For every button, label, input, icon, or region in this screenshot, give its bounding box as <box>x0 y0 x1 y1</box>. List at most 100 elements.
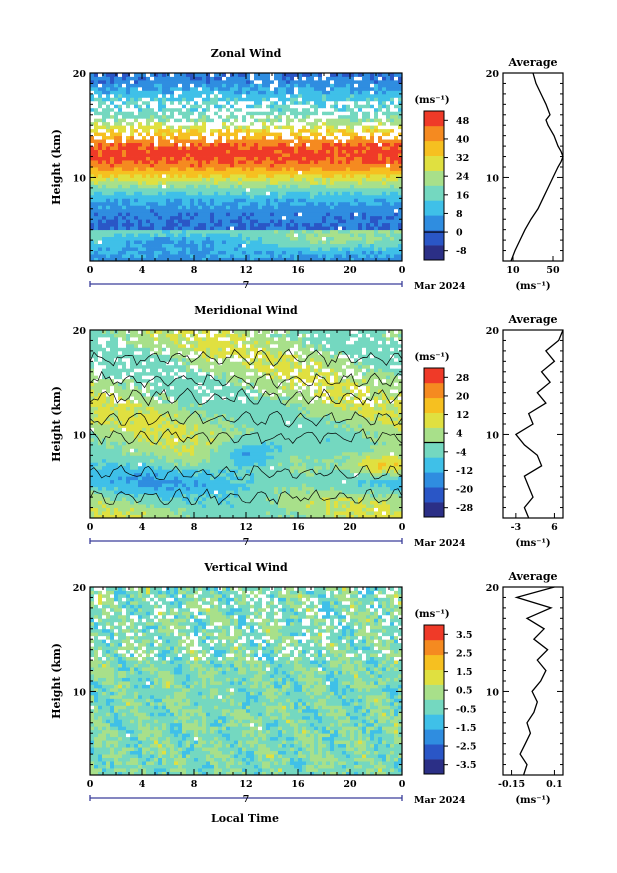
colorbar-tick-label: 32 <box>456 153 469 164</box>
x-tick-label: 20 <box>343 779 357 790</box>
colorbar-tick-label: 12 <box>456 410 469 421</box>
average-y-tick-label: 20 <box>486 583 500 594</box>
date-label: Mar 2024 <box>414 538 466 549</box>
x-tick-label: 0 <box>87 779 94 790</box>
average-y-tick-label: 10 <box>486 173 500 184</box>
x-tick-label: 4 <box>139 265 146 276</box>
colorbar-tick-label: -8 <box>456 246 467 257</box>
heatmap-cells <box>90 587 402 775</box>
x-tick-label: 0 <box>87 265 94 276</box>
y-tick-label: 10 <box>73 173 87 184</box>
panel-meridional: Meridional Wind 0 4 8 12 16 20 0 7 Mar 2024 10 20 He… <box>50 304 563 549</box>
x-axis-label: Local Time <box>211 812 279 825</box>
average-y-tick-label: 20 <box>486 69 500 80</box>
colorbar-tick-label: 1.5 <box>456 667 473 678</box>
colorbar-unit: (ms⁻¹) <box>414 609 449 620</box>
y-axis-label: Height (km) <box>50 386 63 462</box>
x-tick-label: 8 <box>191 265 198 276</box>
colorbar-tick-label: -2.5 <box>456 742 476 753</box>
x-tick-label: 0 <box>399 522 406 533</box>
panel-title: Vertical Wind <box>203 561 288 574</box>
average-title: Average <box>507 313 557 326</box>
x-tick-label: 4 <box>139 522 146 533</box>
date-label: Mar 2024 <box>414 281 466 292</box>
panel-vertical: Vertical Wind 0 4 8 12 16 20 0 7 Mar 2024 10 20 Heig… <box>50 561 563 806</box>
heatmap-cells <box>90 73 402 261</box>
colorbar-unit: (ms⁻¹) <box>414 352 449 363</box>
colorbar-tick-label: -28 <box>456 503 474 514</box>
colorbar-tick-label: -20 <box>456 485 474 496</box>
average-unit: (ms⁻¹) <box>515 281 550 292</box>
x-tick-label: 0 <box>399 779 406 790</box>
colorbar-tick-label: 20 <box>456 391 470 402</box>
day-label: 7 <box>243 794 250 805</box>
y-axis-label: Height (km) <box>50 643 63 719</box>
colorbar-tick-label: 2.5 <box>456 648 473 659</box>
day-label: 7 <box>243 537 250 548</box>
x-tick-label: 12 <box>239 779 252 790</box>
x-tick-label: 20 <box>343 522 357 533</box>
colorbar-tick-label: -12 <box>456 466 473 477</box>
average-x-tick-label: 6 <box>551 522 558 533</box>
average-x-tick-label: 10 <box>506 265 520 276</box>
average-x-tick-label: -0.15 <box>498 779 525 790</box>
colorbar-tick-label: -3.5 <box>456 760 476 771</box>
y-axis-label: Height (km) <box>50 129 63 205</box>
x-tick-label: 12 <box>239 522 252 533</box>
colorbar-tick-label: -4 <box>456 447 467 458</box>
x-tick-label: 16 <box>291 265 305 276</box>
colorbar-tick-label: 48 <box>456 116 470 127</box>
colorbar-tick-label: 4 <box>456 429 463 440</box>
average-unit: (ms⁻¹) <box>515 795 550 806</box>
average-x-tick-label: 0.1 <box>546 779 563 790</box>
heatmap-cells <box>90 330 402 518</box>
x-tick-label: 0 <box>87 522 94 533</box>
colorbar-tick-label: -0.5 <box>456 704 476 715</box>
average-unit: (ms⁻¹) <box>515 538 550 549</box>
average-profile: Average 10 20 10 50 (ms⁻¹) <box>486 56 563 292</box>
x-tick-label: 12 <box>239 265 252 276</box>
colorbar-tick-label: 0 <box>456 228 463 239</box>
x-tick-label: 4 <box>139 779 146 790</box>
average-frame <box>503 73 563 261</box>
average-title: Average <box>507 56 557 69</box>
average-x-tick-label: -3 <box>511 522 522 533</box>
x-tick-label: 16 <box>291 522 305 533</box>
x-tick-label: 16 <box>291 779 305 790</box>
x-tick-label: 0 <box>399 265 406 276</box>
colorbar-tick-label: 24 <box>456 172 470 183</box>
average-line <box>517 587 555 775</box>
day-label: 7 <box>243 280 250 291</box>
y-tick-label: 20 <box>73 69 87 80</box>
average-line <box>516 330 563 518</box>
average-title: Average <box>507 570 557 583</box>
y-tick-label: 20 <box>73 583 87 594</box>
panel-title: Zonal Wind <box>211 47 282 60</box>
x-tick-label: 8 <box>191 779 198 790</box>
panel-title: Meridional Wind <box>194 304 298 317</box>
average-profile: Average 10 20 -0.15 0.1 (ms⁻¹) <box>486 570 563 806</box>
x-tick-label: 8 <box>191 522 198 533</box>
colorbar: -28 -20 -12 -4 4 12 20 28 <box>424 368 474 517</box>
y-tick-label: 10 <box>73 687 87 698</box>
colorbar: -3.5 -2.5 -1.5 -0.5 0.5 1.5 2.5 3.5 <box>424 625 476 774</box>
colorbar-tick-label: 40 <box>456 134 470 145</box>
average-x-tick-label: 50 <box>546 265 560 276</box>
colorbar-tick-label: 3.5 <box>456 630 473 641</box>
colorbar-tick-label: 16 <box>456 190 470 201</box>
average-y-tick-label: 10 <box>486 430 500 441</box>
colorbar-tick-label: 0.5 <box>456 686 473 697</box>
average-y-tick-label: 10 <box>486 687 500 698</box>
date-label: Mar 2024 <box>414 795 466 806</box>
average-line <box>511 73 563 261</box>
y-tick-label: 20 <box>73 326 87 337</box>
x-tick-label: 20 <box>343 265 357 276</box>
colorbar-tick-label: 28 <box>456 373 470 384</box>
colorbar-tick-label: -1.5 <box>456 723 476 734</box>
colorbar-unit: (ms⁻¹) <box>414 95 449 106</box>
y-tick-label: 10 <box>73 430 87 441</box>
